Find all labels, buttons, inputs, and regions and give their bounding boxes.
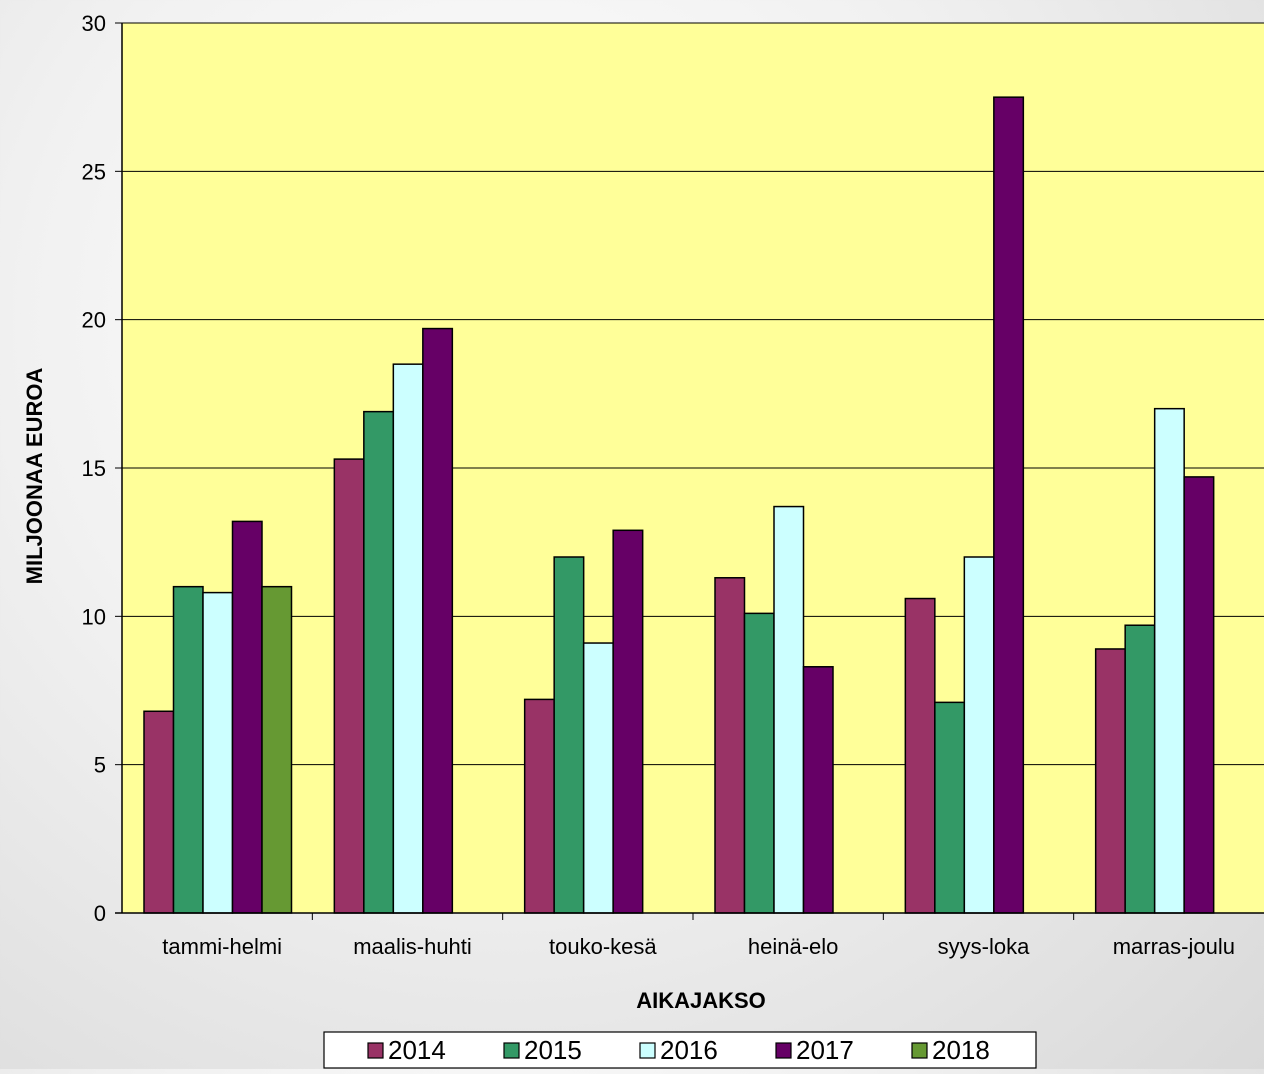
bar-2017-touko-kesä bbox=[612, 529, 644, 914]
bar-2014-heinä-elo bbox=[714, 577, 746, 914]
bar-2016-heinä-elo bbox=[773, 505, 805, 914]
bar-2016-syys-loka bbox=[963, 556, 995, 914]
y-tick-label: 0 bbox=[94, 901, 106, 926]
bars bbox=[143, 96, 1215, 914]
bar-2017-syys-loka bbox=[993, 96, 1025, 914]
legend-swatch-2016 bbox=[639, 1042, 656, 1059]
x-tick-label: syys-loka bbox=[938, 934, 1030, 959]
x-tick-label: maalis-huhti bbox=[353, 934, 472, 959]
bar-2015-maalis-huhti bbox=[363, 410, 395, 914]
y-axis-label: MILJOONAA EUROA bbox=[22, 368, 47, 585]
plot-area bbox=[122, 22, 1264, 913]
legend-label-2017: 2017 bbox=[796, 1035, 854, 1065]
y-tick-label: 30 bbox=[82, 11, 106, 36]
bar-2016-touko-kesä bbox=[582, 642, 614, 914]
bar-2018-tammi-helmi bbox=[261, 585, 293, 914]
legend-label-2016: 2016 bbox=[660, 1035, 718, 1065]
bar-2017-heinä-elo bbox=[802, 666, 834, 914]
x-tick-label: tammi-helmi bbox=[162, 934, 282, 959]
bar-2015-heinä-elo bbox=[743, 612, 775, 914]
legend-swatch-2017 bbox=[775, 1042, 792, 1059]
x-axis-label: AIKAJAKSO bbox=[636, 988, 766, 1013]
legend-swatch-2018 bbox=[911, 1042, 928, 1059]
bar-2014-touko-kesä bbox=[523, 698, 555, 914]
y-tick-label: 20 bbox=[82, 308, 106, 333]
bar-2015-tammi-helmi bbox=[172, 585, 204, 914]
bar-2014-tammi-helmi bbox=[143, 710, 175, 914]
bar-2016-tammi-helmi bbox=[202, 591, 234, 914]
legend-swatch-2014 bbox=[367, 1042, 384, 1059]
bar-2015-marras-joulu bbox=[1124, 624, 1156, 914]
bar-2014-maalis-huhti bbox=[333, 458, 365, 914]
axes: 0 5 10 15 20 25 30 tammi-helmi maalis-huhti touko… bbox=[82, 11, 1264, 959]
y-tick-label: 15 bbox=[82, 456, 106, 481]
legend-label-2015: 2015 bbox=[524, 1035, 582, 1065]
bar-2014-syys-loka bbox=[904, 597, 936, 914]
bar-2017-tammi-helmi bbox=[231, 520, 263, 914]
x-tick-label: heinä-elo bbox=[748, 934, 839, 959]
legend-label-2018: 2018 bbox=[932, 1035, 990, 1065]
y-tick-label: 10 bbox=[82, 604, 106, 629]
bar-2015-touko-kesä bbox=[553, 556, 585, 914]
y-tick-label: 25 bbox=[82, 159, 106, 184]
y-tick-label: 5 bbox=[94, 753, 106, 778]
bar-2014-marras-joulu bbox=[1094, 648, 1126, 914]
x-tick-label: touko-kesä bbox=[549, 934, 657, 959]
bar-2016-marras-joulu bbox=[1153, 407, 1185, 914]
legend: 2014 2015 2016 2017 2018 bbox=[323, 1031, 1037, 1069]
bar-2016-maalis-huhti bbox=[392, 363, 424, 914]
bar-2015-syys-loka bbox=[934, 701, 966, 914]
legend-swatch-2015 bbox=[503, 1042, 520, 1059]
legend-label-2014: 2014 bbox=[388, 1035, 446, 1065]
x-tick-label: marras-joulu bbox=[1113, 934, 1235, 959]
bar-2017-maalis-huhti bbox=[422, 327, 454, 914]
bar-2017-marras-joulu bbox=[1183, 476, 1215, 914]
